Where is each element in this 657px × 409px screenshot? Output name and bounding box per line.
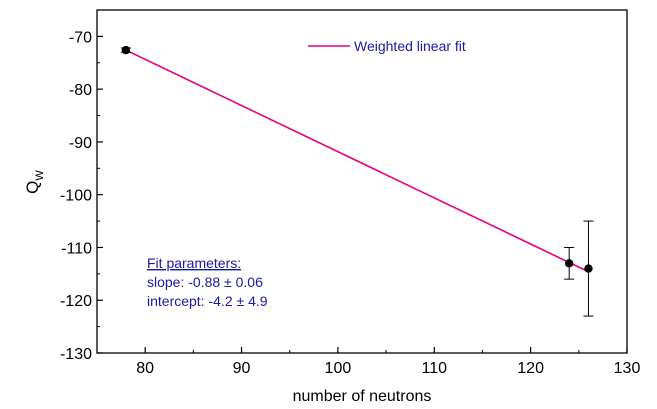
- points-layer: [120, 45, 594, 317]
- x-tick-label: 90: [233, 360, 251, 377]
- legend: Weighted linear fit: [308, 38, 466, 54]
- annotation-title: Fit parameters:: [147, 255, 241, 271]
- axes: 80 90 100 110 120 130 -70 -80 -90 -100 -110 -120 -13…: [60, 9, 641, 377]
- data-point: [564, 246, 575, 280]
- point-marker: [584, 264, 593, 273]
- y-axis-label-main: Q: [23, 181, 42, 194]
- x-tick-label: 100: [325, 360, 352, 377]
- x-axis-label: number of neutrons: [293, 388, 432, 405]
- annotation-slope: slope: -0.88 ± 0.06: [147, 274, 263, 290]
- y-tick-label: -130: [60, 346, 92, 363]
- y-tick-label: -100: [60, 188, 92, 205]
- y-tick-label: -70: [69, 29, 92, 46]
- fit-line: [125, 49, 589, 273]
- y-tick-label: -110: [61, 240, 92, 257]
- point-marker: [121, 45, 131, 55]
- x-tick-label: 120: [517, 360, 544, 377]
- point-marker: [564, 259, 574, 268]
- svg-text:QW: QW: [23, 170, 46, 194]
- y-axis-label-sub: W: [34, 170, 46, 181]
- y-tick-label: -90: [69, 135, 92, 152]
- annotation-intercept: intercept: -4.2 ± 4.9: [147, 293, 268, 309]
- data-point: [120, 45, 131, 55]
- y-tick-label: -120: [60, 293, 92, 310]
- x-tick-label: 130: [614, 360, 641, 377]
- fit-layer: [125, 49, 589, 273]
- data-point: [583, 220, 594, 317]
- plot-frame: [96, 9, 628, 354]
- x-tick-label: 110: [422, 360, 448, 377]
- y-axis-label: QW: [23, 170, 46, 194]
- fit-annotation: Fit parameters: slope: -0.88 ± 0.06 inte…: [147, 255, 268, 309]
- y-tick-label: -80: [69, 82, 92, 99]
- legend-fit-label: Weighted linear fit: [354, 38, 466, 54]
- x-tick-label: 80: [136, 360, 154, 377]
